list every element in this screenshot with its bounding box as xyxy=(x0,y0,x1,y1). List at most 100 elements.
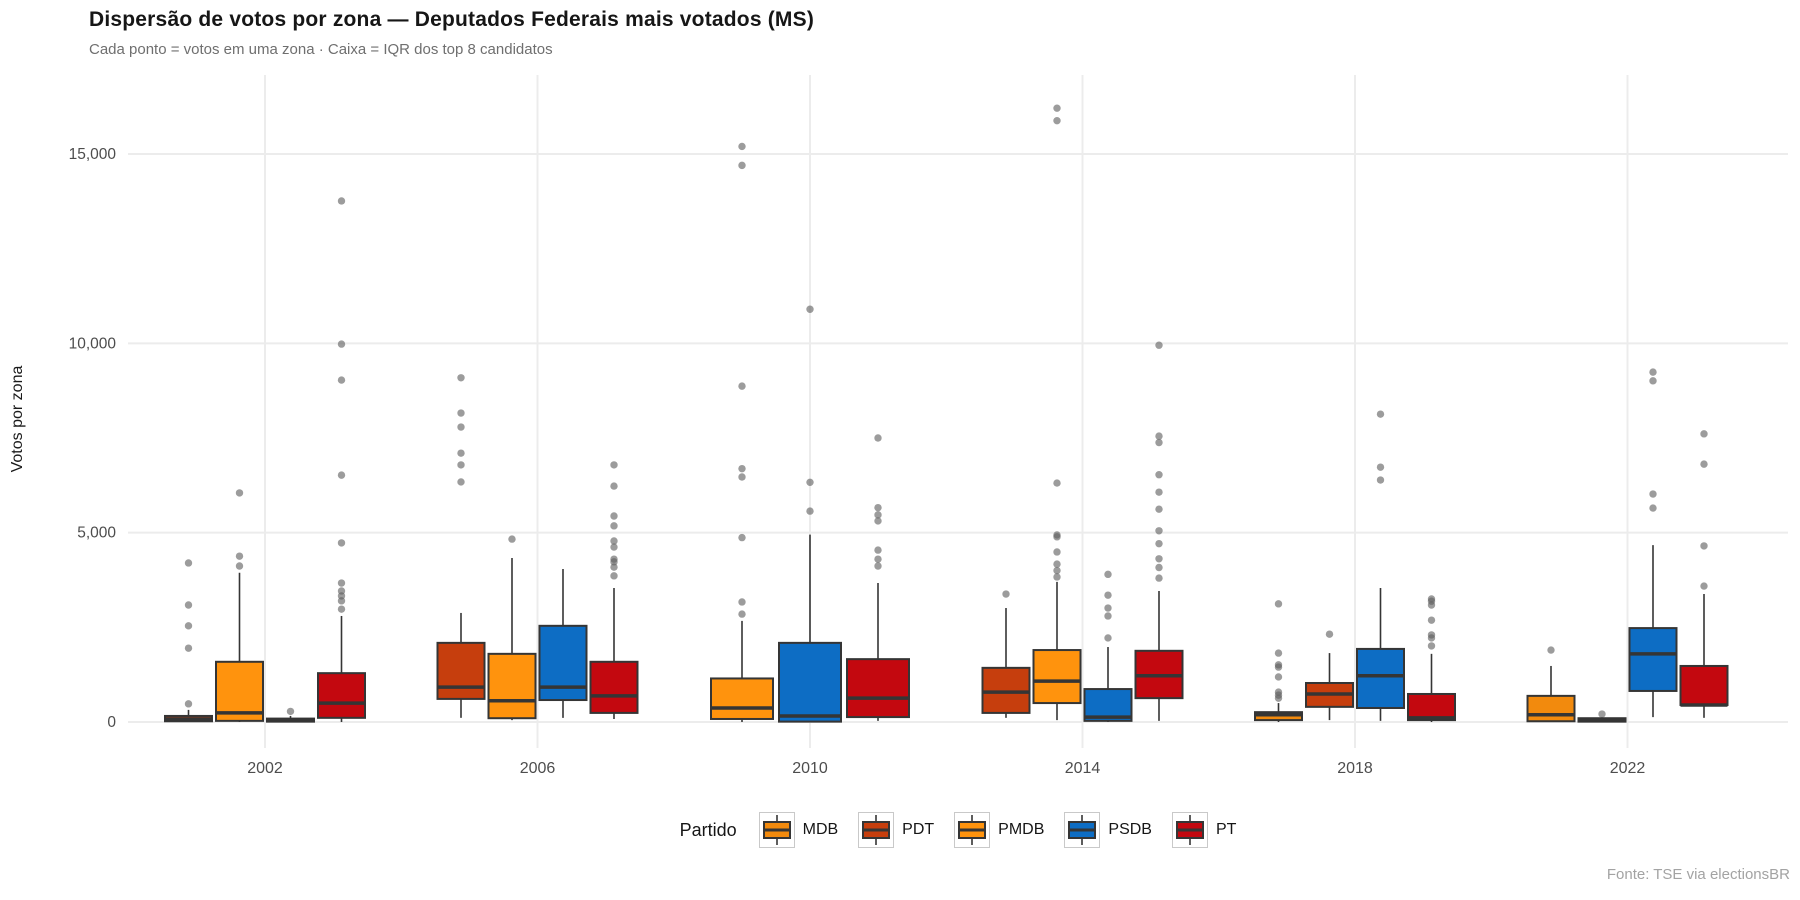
box-PMDB-2014 xyxy=(1032,649,1082,705)
y-tick-label: 0 xyxy=(107,714,116,731)
outlier-point xyxy=(1053,548,1061,556)
outlier-point xyxy=(1155,563,1163,572)
outlier-point xyxy=(738,598,746,606)
outlier-point xyxy=(1376,463,1385,471)
source-note: Fonte: TSE via electionsBR xyxy=(1606,866,1790,883)
outlier-point xyxy=(1053,533,1061,541)
outlier-point xyxy=(457,461,465,469)
outlier-point xyxy=(1053,560,1061,568)
outlier-point xyxy=(1427,616,1436,624)
outlier-point xyxy=(235,552,244,560)
outlier-point xyxy=(457,374,465,382)
box-PT-2018 xyxy=(1407,692,1456,722)
outlier-point xyxy=(1155,555,1163,563)
outlier-point xyxy=(1547,646,1555,654)
outlier-point xyxy=(738,142,746,151)
outlier-point xyxy=(235,562,244,570)
outlier-point xyxy=(337,605,346,613)
outlier-point xyxy=(1104,604,1112,612)
legend-item-pdt: PDT xyxy=(858,812,934,848)
outlier-point xyxy=(1155,341,1163,349)
outlier-point xyxy=(184,700,193,708)
outlier-point xyxy=(874,517,882,525)
chart-title: Dispersão de votos por zona — Deputados … xyxy=(89,8,815,31)
outlier-point xyxy=(337,597,346,605)
legend-title: Partido xyxy=(679,819,737,840)
outlier-point xyxy=(1376,476,1385,484)
outlier-point xyxy=(1053,116,1061,125)
outlier-point xyxy=(1700,430,1708,438)
outlier-point xyxy=(1427,601,1436,609)
x-tick-label: 2010 xyxy=(792,760,828,777)
outlier-point xyxy=(1274,600,1283,608)
outlier-point xyxy=(508,535,516,543)
outlier-point xyxy=(337,376,346,384)
outlier-point xyxy=(1274,663,1283,671)
box-PSDB-2022 xyxy=(1628,627,1678,692)
outlier-point xyxy=(1700,582,1708,590)
legend-label: PT xyxy=(1215,821,1237,838)
outlier-point xyxy=(286,707,295,716)
outlier-point xyxy=(235,489,244,497)
outlier-point xyxy=(1274,649,1283,657)
outlier-point xyxy=(1002,590,1010,598)
outlier-point xyxy=(610,522,618,530)
outlier-point xyxy=(1155,527,1163,535)
outlier-point xyxy=(738,464,746,473)
outlier-point xyxy=(610,461,618,469)
outlier-point xyxy=(184,644,193,652)
outlier-point xyxy=(1155,505,1163,513)
outlier-point xyxy=(1104,612,1112,620)
boxplot-key-icon xyxy=(954,812,991,848)
box-PSDB-2018 xyxy=(1356,647,1405,709)
outlier-point xyxy=(337,579,346,587)
chart-subtitle: Cada ponto = votos em uma zona · Caixa =… xyxy=(89,41,553,58)
boxplot-key-icon xyxy=(1064,812,1101,848)
legend-item-mdb: MDB xyxy=(758,812,839,848)
outlier-point xyxy=(874,546,882,554)
outlier-point xyxy=(1325,630,1334,638)
outlier-point xyxy=(457,409,465,417)
boxplot-key-icon xyxy=(858,812,895,848)
outlier-point xyxy=(1376,410,1385,418)
outlier-point xyxy=(1155,539,1163,548)
outlier-point xyxy=(610,543,618,551)
outlier-point xyxy=(1155,574,1163,582)
y-tick-label: 10,000 xyxy=(69,335,117,352)
x-tick-label: 2018 xyxy=(1337,760,1373,777)
outlier-point xyxy=(1649,368,1657,376)
box-PMDB-2010 xyxy=(710,677,774,720)
box-PT-2006 xyxy=(589,660,639,714)
outlier-point xyxy=(1274,673,1283,681)
box-PT-2022 xyxy=(1679,664,1729,706)
outlier-point xyxy=(1155,471,1163,479)
outlier-point xyxy=(610,482,618,490)
outlier-point xyxy=(1700,460,1708,468)
outlier-point xyxy=(1427,634,1436,642)
outlier-point xyxy=(610,563,618,571)
outlier-point xyxy=(738,161,746,170)
legend-label: MDB xyxy=(802,821,839,838)
boxplot-key-icon xyxy=(758,812,795,848)
legend-item-psdb: PSDB xyxy=(1064,812,1152,848)
outlier-point xyxy=(1155,432,1163,440)
outlier-point xyxy=(1598,710,1606,718)
outlier-point xyxy=(457,423,465,431)
outlier-point xyxy=(610,572,618,580)
outlier-point xyxy=(738,473,746,481)
x-tick-label: 2022 xyxy=(1610,760,1646,777)
box-PMDB-2002 xyxy=(215,660,264,722)
outlier-point xyxy=(1053,104,1061,112)
outlier-point xyxy=(1155,488,1163,496)
box-PT-2002 xyxy=(317,672,366,719)
outlier-point xyxy=(1104,634,1112,642)
y-tick-label: 5,000 xyxy=(77,525,116,542)
y-tick-label: 15,000 xyxy=(69,146,117,163)
outlier-point xyxy=(874,503,882,512)
legend-item-pmdb: PMDB xyxy=(954,812,1044,848)
outlier-point xyxy=(1053,479,1061,487)
outlier-point xyxy=(1053,573,1061,581)
outlier-point xyxy=(874,434,882,442)
outlier-point xyxy=(337,340,346,348)
